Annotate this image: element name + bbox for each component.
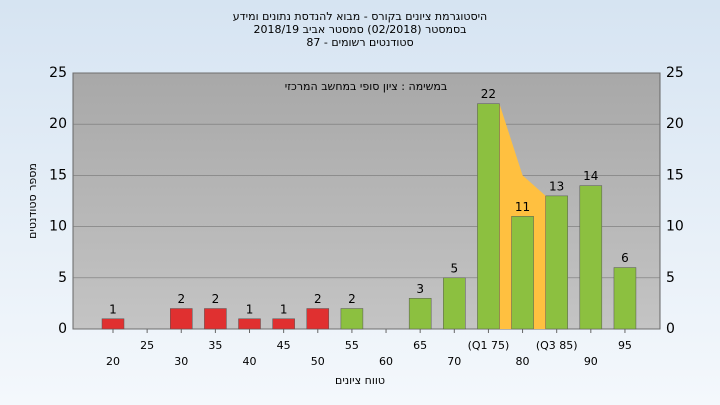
bar — [238, 318, 261, 330]
x-tick-label: 90 — [584, 355, 598, 368]
data-label: 22 — [481, 87, 496, 101]
data-label: 2 — [177, 292, 185, 306]
y-axis-label: מספר סטודנטים — [26, 163, 39, 239]
bar — [443, 277, 466, 330]
x-tick-label: 55 — [345, 339, 359, 352]
x-axis-label: טווח ציונים — [335, 374, 385, 387]
x-tick-label: 70 — [447, 355, 461, 368]
chart-title: היסטוגרמת ציונים בקורס - מבוא להנדסת נתו… — [233, 10, 487, 23]
bar — [101, 318, 125, 330]
x-tick-label: 60 — [379, 355, 393, 368]
chart-subtitle: בסמסטר (02/2018) סמסטר אביב 2018/19 — [253, 23, 466, 36]
bar — [306, 308, 330, 330]
bar — [579, 185, 603, 330]
y-tick-label: 0 — [58, 321, 67, 337]
data-label: 14 — [583, 169, 598, 183]
y2-tick-label: 5 — [666, 270, 675, 286]
chart-subtitle: סטודנטים רשומים - 87 — [306, 36, 413, 49]
y2-tick-label: 25 — [666, 65, 684, 81]
bar — [170, 308, 193, 330]
x-tick-label: 20 — [106, 355, 120, 368]
y-tick-label: 25 — [49, 65, 67, 81]
x-tick-label: 95 — [618, 339, 632, 352]
bar — [613, 267, 637, 330]
y-tick-label: 20 — [49, 116, 67, 132]
x-tick-label: 65 — [413, 339, 427, 352]
data-label: 11 — [515, 200, 530, 214]
y2-tick-label: 0 — [666, 321, 675, 337]
bar — [272, 318, 295, 330]
bar — [545, 195, 568, 330]
bar — [204, 308, 227, 330]
data-label: 2 — [314, 292, 322, 306]
annotation: במשימה : ציון סופי במחשב המרכזי — [285, 80, 448, 93]
y-tick-label: 5 — [58, 270, 67, 286]
x-tick-label: 35 — [208, 339, 222, 352]
x-tick-label: (Q1 75) — [468, 339, 510, 352]
y2-tick-label: 20 — [666, 116, 684, 132]
plot-area — [72, 72, 661, 330]
x-tick-label: 45 — [277, 339, 291, 352]
x-tick-label: 40 — [243, 355, 257, 368]
data-label: 1 — [109, 302, 117, 316]
data-label: 5 — [450, 261, 458, 275]
bar — [340, 308, 364, 330]
data-label: 3 — [416, 282, 424, 296]
data-label: 6 — [621, 251, 629, 265]
y2-tick-label: 15 — [666, 167, 684, 183]
bar — [408, 298, 432, 330]
bar — [477, 103, 500, 330]
bar — [511, 216, 534, 330]
y-tick-label: 10 — [49, 219, 67, 235]
y2-tick-label: 10 — [666, 219, 684, 235]
x-tick-label: 25 — [140, 339, 154, 352]
data-label: 1 — [280, 302, 288, 316]
x-tick-label: 30 — [174, 355, 188, 368]
data-label: 13 — [549, 179, 564, 193]
x-tick-label: (Q3 85) — [536, 339, 578, 352]
data-label: 1 — [246, 302, 254, 316]
x-tick-label: 80 — [516, 355, 530, 368]
y-tick-label: 15 — [49, 167, 67, 183]
x-tick-label: 50 — [311, 355, 325, 368]
data-label: 2 — [212, 292, 220, 306]
data-label: 2 — [348, 292, 356, 306]
